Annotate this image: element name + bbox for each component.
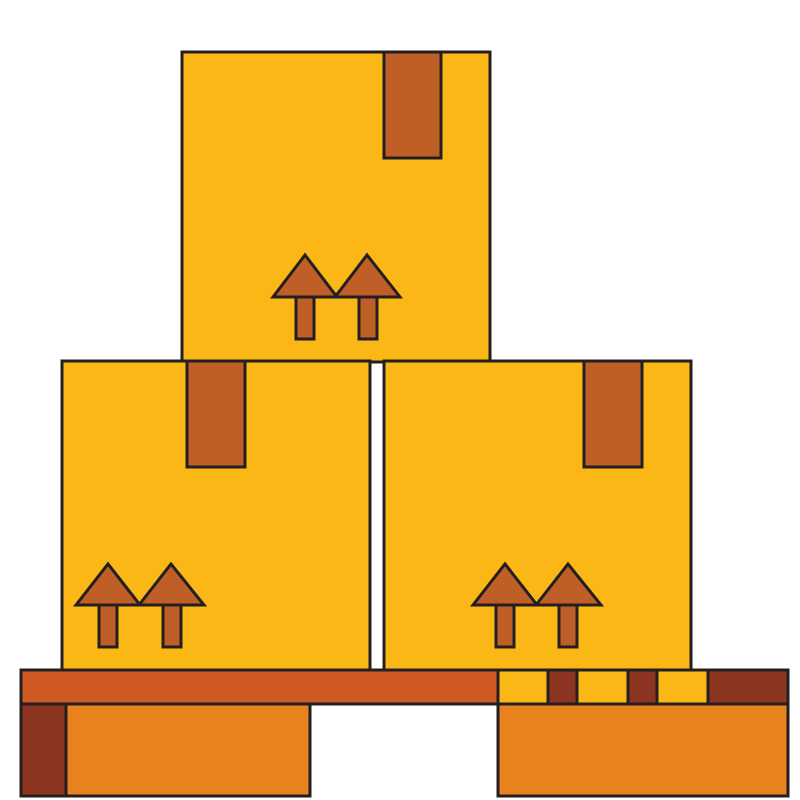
up-arrow-stem	[294, 295, 316, 341]
box-left-tape	[185, 359, 247, 469]
box-top-tape	[382, 50, 443, 160]
box-top	[180, 50, 492, 364]
box-right	[382, 359, 693, 672]
box-right-tape	[582, 359, 644, 469]
box-right-up-arrows-icon	[469, 561, 605, 649]
pallet-slot	[496, 668, 550, 706]
pallet-dark-block	[706, 668, 790, 706]
pallet-leg-right	[496, 702, 790, 798]
pallet-leg-left-dark	[19, 702, 68, 798]
up-arrow-stem	[357, 295, 379, 341]
up-arrow-stem	[97, 603, 119, 649]
up-arrow-stem	[161, 603, 183, 649]
box-right-body	[382, 359, 693, 672]
pallet-dark-block	[546, 668, 579, 706]
pallet-slot	[655, 668, 710, 706]
up-arrow-stem	[494, 603, 516, 649]
box-top-body	[180, 50, 492, 364]
pallet-leg-left	[19, 702, 312, 798]
box-left	[60, 359, 372, 672]
box-left-up-arrows-icon	[72, 561, 208, 649]
up-arrow-stem	[557, 603, 579, 649]
pallet	[19, 668, 790, 798]
pallet-slot	[575, 668, 630, 706]
pallet-dark-block	[626, 668, 659, 706]
box-top-up-arrows-icon	[269, 252, 404, 341]
